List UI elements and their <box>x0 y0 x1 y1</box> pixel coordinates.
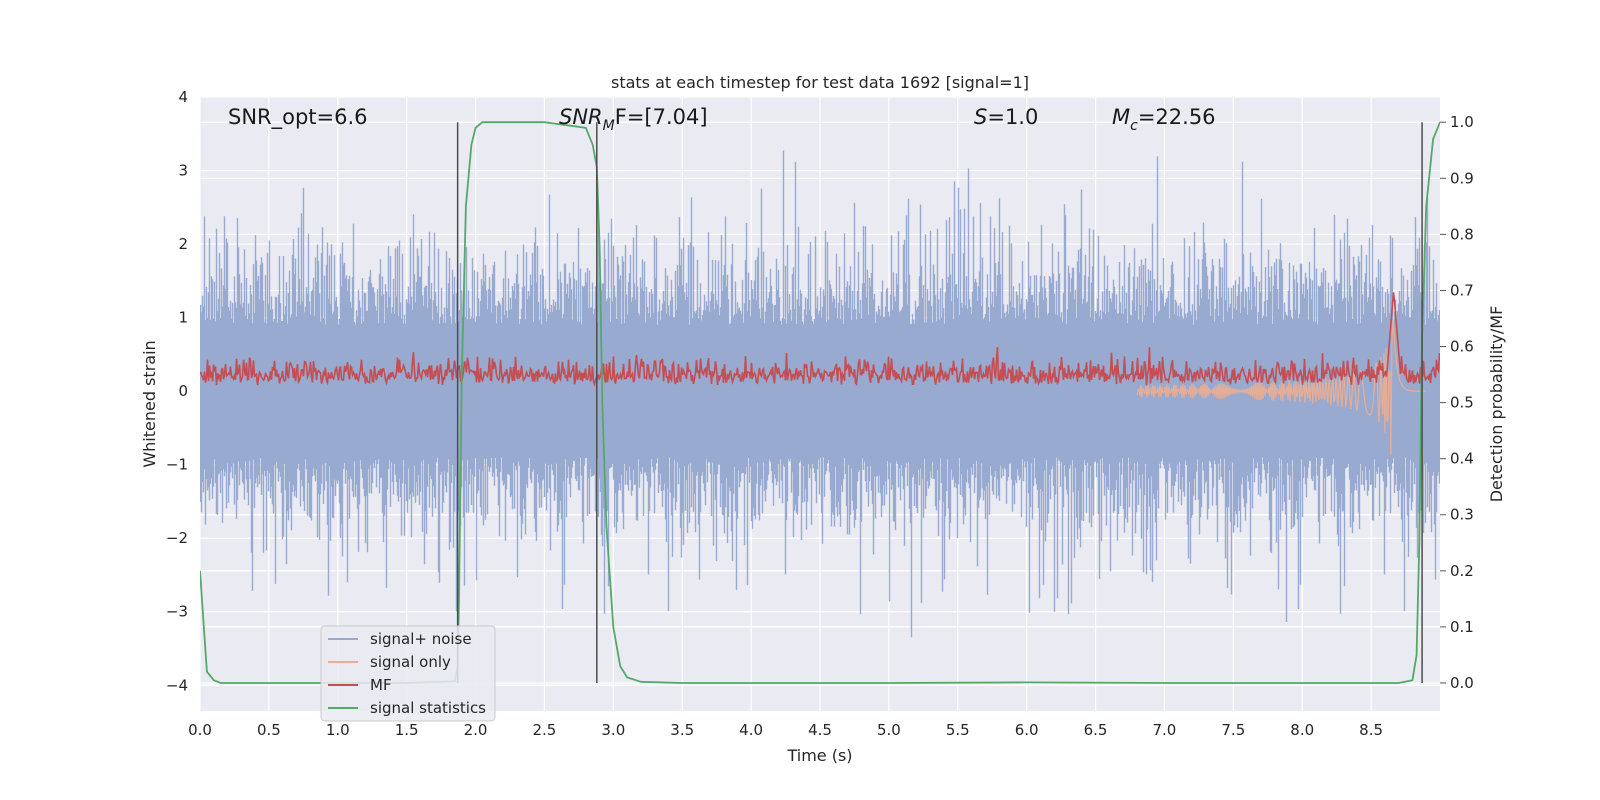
legend: signal+ noise signal only MF signal stat… <box>320 625 496 722</box>
annotation-mc-value: =22.56 <box>1138 105 1216 129</box>
y-tick-label-right: 0.4 <box>1450 450 1474 468</box>
y-tick-label-left: 2 <box>178 235 188 253</box>
y-tick-label-right: 0.5 <box>1450 394 1474 412</box>
x-tick-label: 3.0 <box>601 721 625 739</box>
tick-labels: 0.0 0.5 1.0 1.5 2.0 2.5 3.0 3.5 4.0 4.5 5.0 5.5 6.0 6… <box>166 88 1474 739</box>
y-tick-label-right: 0.7 <box>1450 281 1474 299</box>
vertical-lines <box>456 122 1423 683</box>
series-signal-only <box>1136 320 1426 456</box>
x-axis-label: Time (s) <box>786 746 852 765</box>
annotation-snr-mf-symbol: SNR <box>559 105 603 129</box>
legend-label-signal-noise: signal+ noise <box>370 630 472 648</box>
y-tick-label-left: 1 <box>178 309 188 327</box>
y-tick-label-left: 3 <box>178 162 188 180</box>
annotation-mc: Mc=22.56 <box>1112 105 1216 134</box>
y-tick-label-right: 0.9 <box>1450 169 1474 187</box>
legend-label-mf: MF <box>370 676 392 694</box>
y-tick-label-right: 0.3 <box>1450 506 1474 524</box>
annotation-snr-opt: SNR_opt=6.6 <box>228 105 368 130</box>
y-tick-label-right: 1.0 <box>1450 113 1474 131</box>
chart-title: stats at each timestep for test data 169… <box>611 73 1029 92</box>
x-tick-label: 2.5 <box>533 721 557 739</box>
legend-label-signal-only: signal only <box>370 653 451 671</box>
y-tick-label-right: 0.2 <box>1450 562 1474 580</box>
x-tick-label: 6.5 <box>1084 721 1108 739</box>
x-tick-label: 0.0 <box>188 721 212 739</box>
annotation-snr-mf-sub: M <box>603 118 615 134</box>
annotation-s-symbol: S <box>974 105 987 129</box>
y-tick-label-right: 0.8 <box>1450 225 1474 243</box>
x-tick-label: 4.0 <box>739 721 763 739</box>
legend-label-signal-statistics: signal statistics <box>370 699 486 717</box>
y-tick-label-left: 0 <box>178 382 188 400</box>
x-tick-label: 5.0 <box>877 721 901 739</box>
y-tick-label-right: 0.0 <box>1450 674 1474 692</box>
series-mf <box>200 292 1440 388</box>
x-tick-label: 8.5 <box>1359 721 1383 739</box>
y-tick-label-left: −4 <box>166 676 188 694</box>
x-tick-label: 1.0 <box>326 721 350 739</box>
annotation-mc-sub: c <box>1130 118 1138 134</box>
x-tick-label: 0.5 <box>257 721 281 739</box>
x-tick-label: 7.0 <box>1153 721 1177 739</box>
annotation-snr-mf-value: F=[7.04] <box>615 105 708 129</box>
y-tick-label-right: 0.1 <box>1450 618 1474 636</box>
annotation-s-value: =1.0 <box>987 105 1038 129</box>
y-tick-label-left: −2 <box>166 529 188 547</box>
y-tick-label-right: 0.6 <box>1450 338 1474 356</box>
x-tick-label: 8.0 <box>1290 721 1314 739</box>
x-tick-label: 7.5 <box>1221 721 1245 739</box>
x-tick-label: 5.5 <box>946 721 970 739</box>
annotation-snr-mf: SNRMF=[7.04] <box>559 105 708 134</box>
x-tick-label: 4.5 <box>808 721 832 739</box>
y-tick-label-left: −1 <box>166 456 188 474</box>
x-tick-label: 3.5 <box>670 721 694 739</box>
x-tick-label: 1.5 <box>395 721 419 739</box>
y-axis-label-right: Detection probability/MF <box>1487 306 1506 503</box>
legend-box <box>320 625 496 722</box>
y-axis-label-left: Whitened strain <box>140 340 159 467</box>
annotation-mc-symbol: M <box>1112 105 1130 129</box>
x-tick-label: 2.0 <box>464 721 488 739</box>
y-tick-label-left: −3 <box>166 603 188 621</box>
y-tick-label-left: 4 <box>178 88 188 106</box>
x-tick-label: 6.0 <box>1015 721 1039 739</box>
annotation-s: S=1.0 <box>974 105 1038 129</box>
